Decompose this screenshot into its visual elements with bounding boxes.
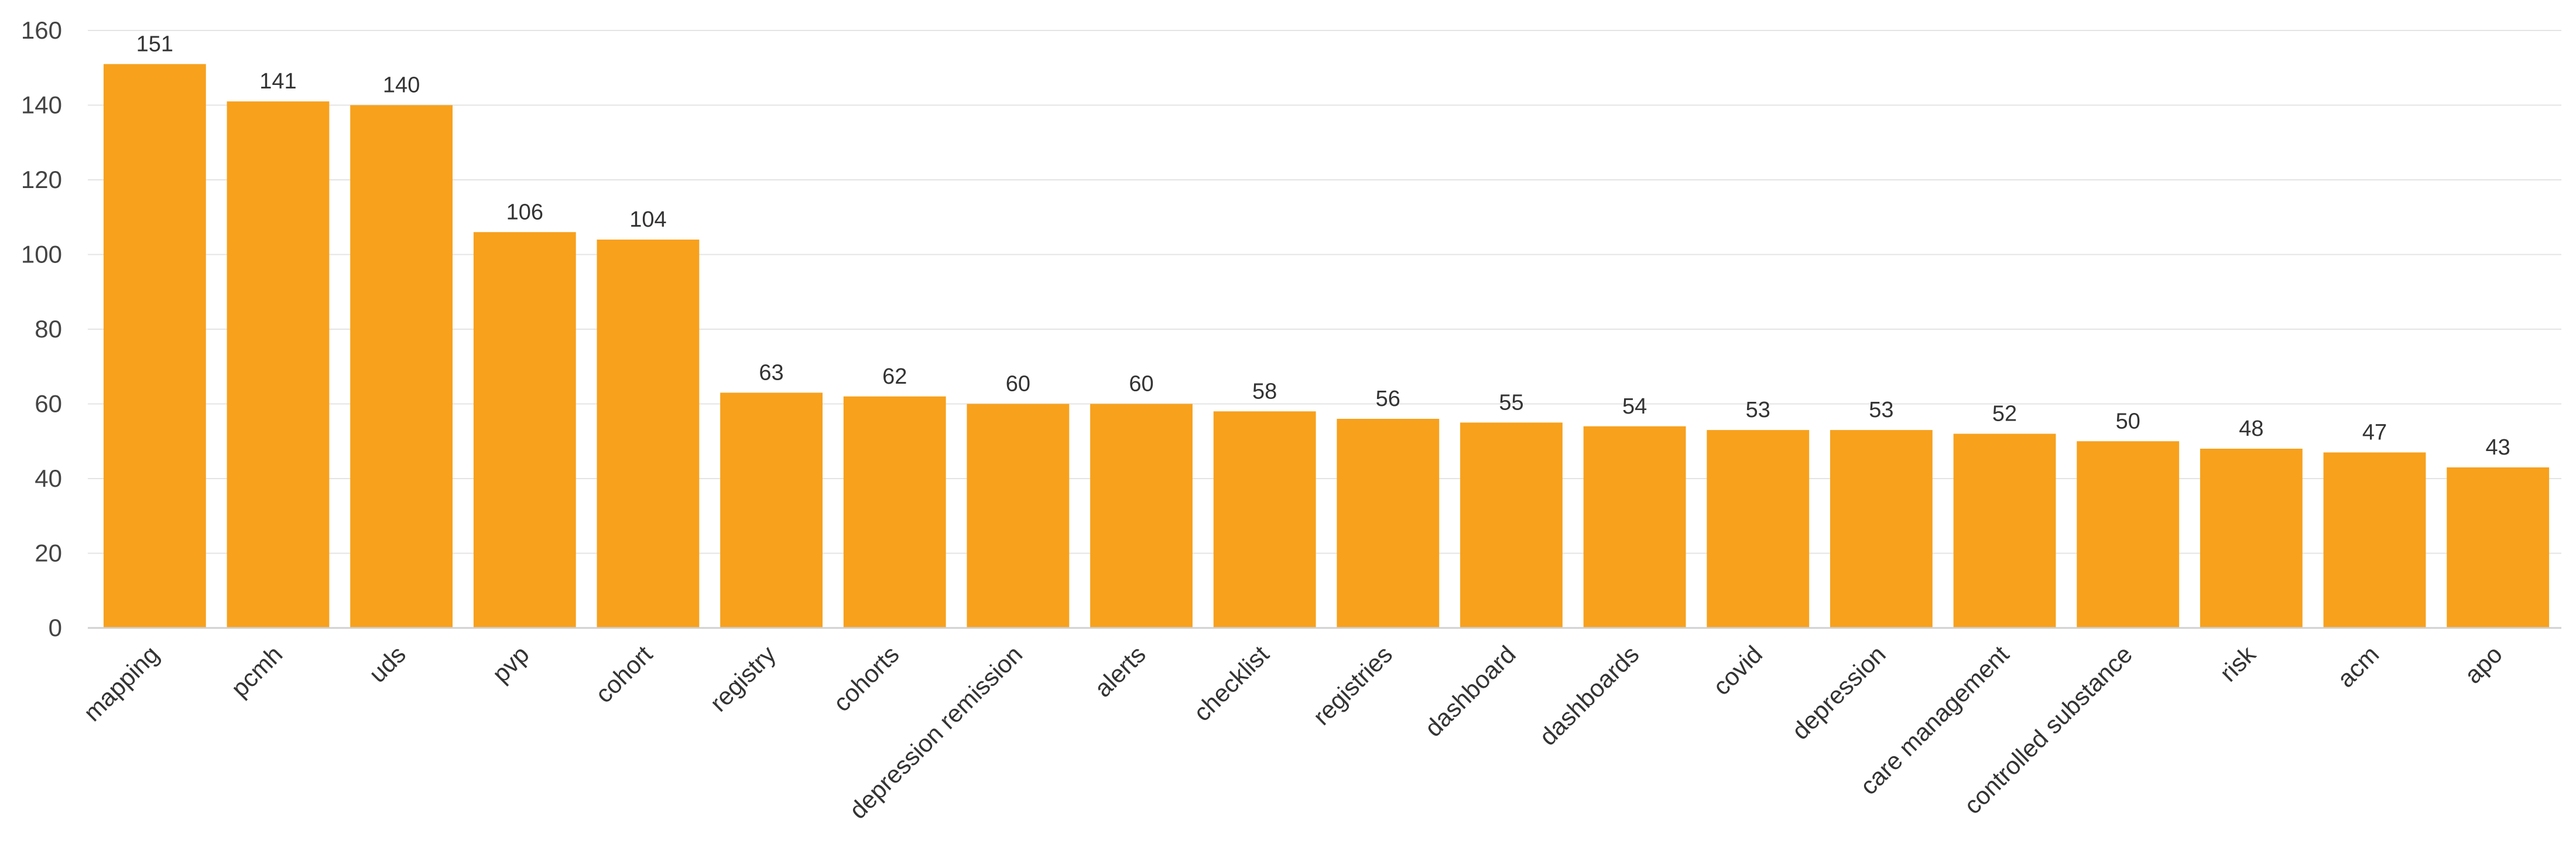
bar-controlled-substance <box>2077 441 2180 628</box>
y-axis-ticks: 0 20 40 60 80 100 120 140 160 <box>21 16 62 641</box>
y-tick-label: 100 <box>21 241 62 268</box>
bar-apo <box>2447 467 2550 628</box>
bar-dashboard <box>1460 422 1563 628</box>
bar-covid <box>1707 430 1810 628</box>
y-tick-label: 140 <box>21 91 62 119</box>
data-labels: 151 141 140 106 104 63 62 60 60 58 56 55 54 53 53 52 50 4… <box>136 32 2510 460</box>
x-tick-label: uds <box>364 640 411 688</box>
gridlines <box>88 30 2561 554</box>
x-tick-label: risk <box>2214 640 2261 687</box>
bar-depression <box>1830 430 1933 628</box>
x-tick-label: depression <box>1786 640 1891 745</box>
data-label: 104 <box>629 207 666 232</box>
bar-mapping <box>103 64 206 628</box>
data-label: 43 <box>2486 435 2510 460</box>
bar-checklist <box>1213 411 1316 628</box>
data-label: 60 <box>1006 372 1030 397</box>
x-tick-label: pcmh <box>225 640 287 702</box>
data-label: 48 <box>2239 416 2263 441</box>
data-label: 63 <box>759 360 783 385</box>
x-tick-label: alerts <box>1089 640 1151 702</box>
bar-registries <box>1337 419 1440 628</box>
bar-pcmh <box>227 101 330 628</box>
x-tick-label: dashboard <box>1419 640 1521 742</box>
bar-registry <box>720 392 823 628</box>
x-tick-label: pvp <box>487 640 535 688</box>
data-label: 47 <box>2362 420 2387 445</box>
data-label: 58 <box>1252 379 1277 404</box>
data-label: 106 <box>506 200 543 224</box>
bar-dashboards <box>1583 426 1686 628</box>
data-label: 62 <box>882 364 907 389</box>
bar-alerts <box>1090 404 1193 628</box>
y-tick-label: 20 <box>35 539 62 567</box>
bar-risk <box>2200 449 2303 628</box>
y-tick-label: 160 <box>21 16 62 44</box>
data-label: 55 <box>1499 390 1523 415</box>
x-tick-label: cohorts <box>828 640 905 717</box>
data-label: 141 <box>259 69 296 94</box>
y-tick-label: 60 <box>35 390 62 418</box>
data-label: 54 <box>1622 394 1647 419</box>
bar-cohorts <box>843 396 946 628</box>
bars <box>103 64 2550 628</box>
bar-uds <box>350 105 453 628</box>
data-label: 52 <box>1992 402 2017 426</box>
bar-cohort <box>597 240 700 628</box>
x-tick-label: registry <box>704 640 781 717</box>
x-tick-label: checklist <box>1188 640 1274 726</box>
y-tick-label: 80 <box>35 315 62 343</box>
data-label: 140 <box>383 73 420 98</box>
x-tick-label: apo <box>2459 640 2508 689</box>
x-tick-label: mapping <box>78 640 165 726</box>
data-label: 53 <box>1746 398 1770 422</box>
y-tick-label: 120 <box>21 166 62 193</box>
x-tick-label: registries <box>1307 640 1397 730</box>
x-tick-label: cohort <box>590 640 658 708</box>
x-tick-label: covid <box>1708 640 1768 701</box>
bar-acm <box>2323 452 2426 628</box>
data-label: 60 <box>1129 372 1153 397</box>
data-label: 151 <box>136 32 173 56</box>
data-label: 53 <box>1869 398 1893 422</box>
bar-depression-remission <box>967 404 1070 628</box>
x-tick-label: dashboards <box>1534 640 1644 750</box>
bar-pvp <box>473 232 576 628</box>
y-tick-label: 0 <box>49 614 62 641</box>
bar-care-management <box>1953 433 2056 628</box>
data-label: 50 <box>2116 409 2140 433</box>
x-tick-label: acm <box>2332 640 2384 692</box>
x-axis-labels: mapping pcmh uds pvp cohort registry cohorts de… <box>78 640 2508 824</box>
y-tick-label: 40 <box>35 465 62 492</box>
data-label: 56 <box>1376 387 1400 411</box>
